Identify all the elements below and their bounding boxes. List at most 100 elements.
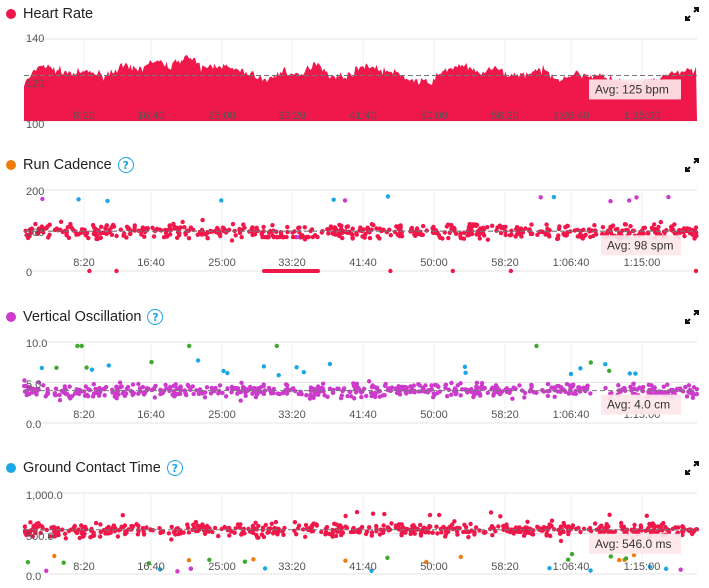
data-point bbox=[433, 229, 438, 235]
data-point bbox=[239, 531, 245, 536]
x-tick-label: 1:06:40 bbox=[553, 110, 590, 122]
data-point bbox=[545, 393, 551, 399]
data-point bbox=[658, 219, 663, 225]
data-point bbox=[75, 343, 80, 349]
data-point bbox=[693, 233, 699, 239]
data-point bbox=[130, 382, 136, 387]
data-point bbox=[329, 225, 334, 230]
data-point bbox=[47, 232, 52, 237]
data-point bbox=[204, 385, 210, 390]
data-point bbox=[185, 522, 190, 527]
data-point bbox=[663, 524, 668, 530]
data-point bbox=[585, 383, 590, 388]
x-tick-label: 58:20 bbox=[491, 409, 519, 421]
x-tick-label: 8:20 bbox=[73, 561, 94, 573]
data-point bbox=[208, 391, 214, 396]
help-icon[interactable]: ? bbox=[117, 157, 134, 173]
data-point bbox=[601, 529, 607, 535]
data-point bbox=[374, 527, 379, 532]
data-point bbox=[541, 389, 547, 394]
data-point bbox=[225, 370, 230, 376]
data-point bbox=[188, 387, 193, 392]
data-point bbox=[200, 522, 205, 527]
data-point bbox=[567, 383, 573, 388]
data-point bbox=[535, 232, 540, 237]
data-point bbox=[233, 233, 238, 238]
data-point bbox=[633, 371, 638, 376]
data-point bbox=[518, 226, 524, 231]
data-point bbox=[446, 529, 451, 534]
data-point bbox=[693, 225, 699, 230]
data-point bbox=[136, 381, 141, 387]
data-point bbox=[94, 236, 99, 242]
data-point bbox=[274, 343, 279, 349]
data-point bbox=[207, 557, 212, 562]
data-point bbox=[115, 388, 121, 394]
data-point bbox=[44, 392, 49, 398]
data-point bbox=[239, 235, 244, 240]
data-point bbox=[230, 221, 236, 227]
data-point bbox=[144, 525, 149, 530]
help-icon[interactable]: ? bbox=[147, 309, 164, 325]
data-point bbox=[662, 390, 667, 395]
data-point bbox=[63, 536, 68, 541]
data-point bbox=[663, 566, 669, 571]
data-point bbox=[485, 390, 490, 395]
expand-icon[interactable] bbox=[685, 7, 699, 21]
data-point bbox=[474, 384, 479, 389]
data-point bbox=[366, 525, 372, 530]
data-point bbox=[115, 534, 121, 539]
data-point bbox=[522, 395, 527, 400]
data-point bbox=[281, 532, 286, 537]
data-point bbox=[458, 231, 463, 236]
data-point bbox=[175, 391, 180, 397]
data-point bbox=[300, 233, 305, 238]
data-point bbox=[285, 224, 290, 230]
data-point bbox=[565, 223, 570, 229]
data-point bbox=[377, 236, 382, 241]
data-point bbox=[545, 389, 550, 394]
data-point bbox=[331, 231, 336, 237]
data-point bbox=[57, 392, 62, 398]
data-point bbox=[594, 232, 599, 237]
data-point bbox=[670, 387, 675, 393]
data-point bbox=[104, 231, 109, 237]
expand-icon[interactable] bbox=[685, 461, 699, 475]
help-icon[interactable]: ? bbox=[166, 460, 183, 476]
data-point bbox=[121, 233, 126, 238]
data-point bbox=[294, 365, 299, 370]
data-point bbox=[619, 520, 624, 526]
data-point bbox=[627, 198, 632, 203]
data-point bbox=[104, 223, 110, 228]
x-tick-label: 16:40 bbox=[137, 409, 165, 421]
data-point bbox=[221, 368, 226, 374]
average-label-box bbox=[601, 394, 681, 415]
data-point bbox=[588, 568, 593, 573]
x-tick-label: 33:20 bbox=[278, 257, 306, 269]
data-point bbox=[34, 521, 39, 527]
data-point bbox=[270, 223, 275, 228]
data-point bbox=[67, 384, 72, 389]
data-point bbox=[363, 531, 369, 537]
data-point bbox=[691, 391, 696, 397]
data-point bbox=[446, 235, 451, 241]
x-tick-label: 1:15:00 bbox=[624, 561, 661, 573]
data-point bbox=[463, 529, 469, 535]
expand-icon[interactable] bbox=[685, 158, 699, 172]
data-point bbox=[262, 566, 268, 571]
data-point bbox=[185, 525, 191, 531]
data-point bbox=[605, 528, 610, 533]
data-point bbox=[380, 393, 386, 398]
data-point bbox=[672, 222, 677, 227]
expand-icon[interactable] bbox=[685, 310, 699, 324]
data-point bbox=[503, 224, 508, 229]
data-point bbox=[152, 395, 157, 400]
data-point bbox=[547, 566, 552, 571]
data-point bbox=[294, 234, 300, 240]
data-point bbox=[251, 524, 256, 530]
data-point bbox=[114, 268, 119, 274]
x-tick-label: 41:40 bbox=[349, 561, 377, 573]
data-point bbox=[251, 557, 256, 562]
data-point bbox=[203, 527, 208, 532]
data-point bbox=[91, 533, 97, 538]
